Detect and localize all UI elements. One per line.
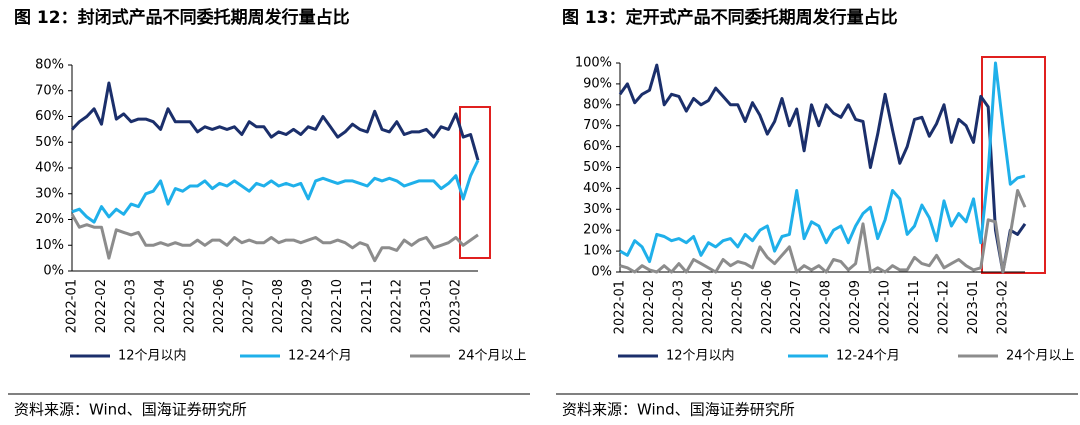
series-line — [619, 61, 1026, 264]
series-line — [618, 63, 1027, 274]
x-tick-label: 2022-10 — [330, 279, 345, 333]
x-tick-label: 2022-07 — [789, 280, 804, 334]
x-tick-label: 2022-02 — [94, 279, 109, 333]
x-tick-label: 2022-05 — [183, 279, 198, 333]
y-tick-label: 50% — [35, 135, 64, 150]
y-tick-label: 70% — [583, 118, 612, 133]
x-tick-label: 2022-06 — [760, 280, 775, 334]
x-tick-label: 2022-08 — [271, 279, 286, 333]
y-tick-label: 0% — [43, 264, 64, 279]
y-tick-label: 70% — [35, 83, 64, 98]
series-line — [70, 81, 480, 161]
y-tick-label: 30% — [583, 202, 612, 217]
source-note: 资料来源：Wind、国海证券研究所 — [14, 401, 247, 419]
y-tick-label: 30% — [35, 186, 64, 201]
x-tick-label: 2022-01 — [65, 279, 80, 333]
series-line — [70, 213, 479, 263]
x-tick-label: 2022-04 — [701, 280, 716, 334]
x-tick-label: 2023-01 — [966, 280, 981, 334]
series-line — [619, 189, 1027, 274]
y-tick-label: 90% — [583, 76, 612, 91]
y-tick-label: 10% — [583, 244, 612, 259]
x-tick-label: 2022-03 — [671, 280, 686, 334]
x-tick-label: 2022-01 — [613, 280, 628, 334]
x-tick-label: 2022-12 — [937, 280, 952, 334]
x-tick-label: 2023-02 — [995, 280, 1010, 334]
legend-label: 12-24个月 — [836, 349, 900, 364]
x-tick-label: 2022-08 — [819, 280, 834, 334]
legend-label: 24个月以上 — [458, 349, 527, 364]
x-tick-label: 2022-02 — [642, 280, 657, 334]
y-tick-label: 80% — [35, 58, 64, 73]
highlight-box — [981, 56, 1046, 274]
x-tick-label: 2022-03 — [124, 279, 139, 333]
legend-label: 12-24个月 — [288, 349, 352, 364]
x-tick-label: 2022-12 — [389, 279, 404, 333]
chart-title: 图 12：封闭式产品不同委托期周发行量占比 — [14, 7, 350, 28]
x-tick-label: 2022-04 — [153, 279, 168, 333]
x-tick-label: 2022-05 — [730, 280, 745, 334]
series-line — [71, 159, 480, 224]
x-tick-label: 2023-02 — [448, 279, 463, 333]
chart-title: 图 13：定开式产品不同委托期周发行量占比 — [562, 7, 898, 28]
x-tick-label: 2022-11 — [360, 279, 375, 333]
x-tick-label: 2022-09 — [301, 279, 316, 333]
y-tick-label: 40% — [583, 181, 612, 196]
legend-label: 24个月以上 — [1006, 349, 1075, 364]
x-tick-label: 2022-07 — [242, 279, 257, 333]
legend-label: 12个月以内 — [666, 348, 735, 364]
x-tick-label: 2023-01 — [419, 279, 434, 333]
y-tick-label: 40% — [35, 161, 64, 176]
highlight-box — [459, 106, 491, 259]
y-tick-label: 60% — [35, 109, 64, 124]
x-tick-label: 2022-09 — [848, 280, 863, 334]
x-tick-label: 2022-06 — [212, 279, 227, 333]
source-note: 资料来源：Wind、国海证券研究所 — [562, 401, 795, 419]
y-tick-label: 20% — [35, 212, 64, 227]
y-tick-label: 50% — [583, 160, 612, 175]
y-tick-label: 20% — [583, 223, 612, 238]
x-tick-label: 2022-10 — [878, 280, 893, 334]
y-tick-label: 100% — [575, 56, 612, 71]
y-tick-label: 60% — [583, 139, 612, 154]
x-tick-label: 2022-11 — [907, 280, 922, 334]
y-tick-label: 80% — [583, 97, 612, 112]
y-tick-label: 10% — [35, 238, 64, 253]
y-tick-label: 0% — [591, 265, 612, 280]
legend-label: 12个月以内 — [118, 348, 187, 364]
